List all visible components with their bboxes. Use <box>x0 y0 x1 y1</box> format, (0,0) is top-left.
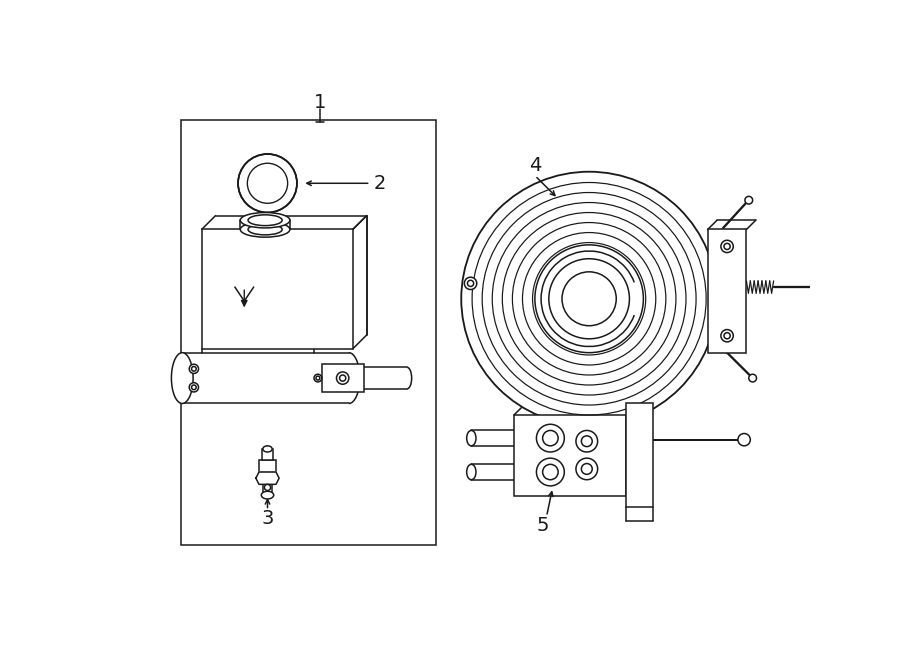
Ellipse shape <box>263 446 272 452</box>
Text: 2: 2 <box>374 174 386 193</box>
Circle shape <box>337 372 349 384</box>
Ellipse shape <box>467 430 476 446</box>
Bar <box>262 449 273 459</box>
Text: 4: 4 <box>528 156 541 175</box>
Circle shape <box>461 172 717 426</box>
Circle shape <box>843 281 856 293</box>
Bar <box>202 229 353 349</box>
Ellipse shape <box>467 464 476 480</box>
Ellipse shape <box>240 213 290 228</box>
Bar <box>626 403 652 508</box>
Circle shape <box>576 430 598 452</box>
Text: 3: 3 <box>261 509 274 527</box>
Bar <box>514 415 626 496</box>
Bar <box>322 364 364 392</box>
Bar <box>707 229 746 353</box>
Circle shape <box>189 364 199 373</box>
Circle shape <box>738 434 751 446</box>
Circle shape <box>745 196 752 204</box>
Circle shape <box>576 458 598 480</box>
Circle shape <box>749 374 757 382</box>
Circle shape <box>314 374 322 382</box>
Circle shape <box>721 240 734 253</box>
Circle shape <box>535 245 644 353</box>
Circle shape <box>543 430 558 446</box>
Text: 5: 5 <box>536 516 549 535</box>
Circle shape <box>581 436 592 447</box>
Circle shape <box>464 277 477 290</box>
Ellipse shape <box>261 491 274 499</box>
Circle shape <box>581 463 592 475</box>
Circle shape <box>721 330 734 342</box>
Circle shape <box>189 383 199 392</box>
Bar <box>181 120 436 545</box>
Ellipse shape <box>171 353 194 403</box>
Circle shape <box>536 458 564 486</box>
Circle shape <box>238 154 297 213</box>
Text: 1: 1 <box>314 93 327 112</box>
Circle shape <box>248 163 288 204</box>
Circle shape <box>536 424 564 452</box>
Circle shape <box>543 464 558 480</box>
Bar <box>259 459 276 472</box>
Polygon shape <box>256 472 279 485</box>
Ellipse shape <box>240 222 290 237</box>
